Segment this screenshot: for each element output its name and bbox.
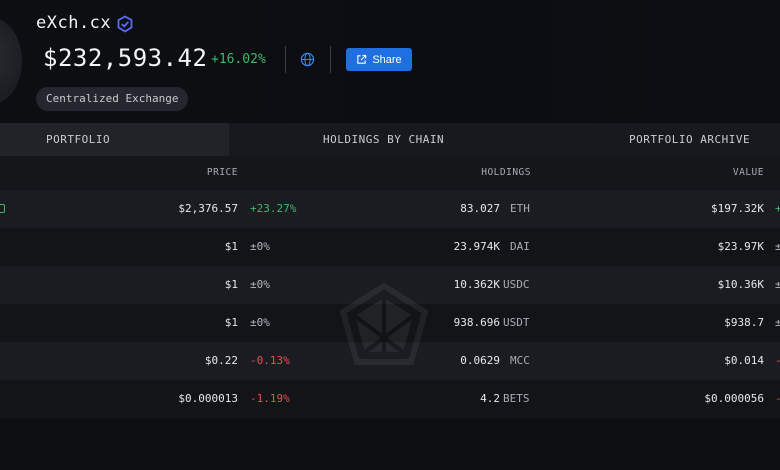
share-label: Share bbox=[372, 53, 402, 66]
share-icon bbox=[357, 54, 367, 64]
token-price-change: -0.13% bbox=[250, 354, 290, 367]
token-price-change: ±0% bbox=[250, 240, 270, 253]
token-price-change: +23.27% bbox=[250, 202, 297, 215]
watermark-logo-icon bbox=[339, 282, 429, 365]
value-change-edge: ± bbox=[775, 240, 780, 253]
token-price: $1 bbox=[224, 278, 238, 291]
token-symbol: ETH bbox=[510, 202, 530, 215]
value-change-edge: - bbox=[775, 380, 780, 418]
table-row[interactable]: $0.000013 -1.19% 4.2 BETS $0.000056 - bbox=[0, 380, 780, 418]
value-change-edge: + bbox=[775, 202, 780, 215]
token-price: $2,376.57 bbox=[178, 202, 238, 215]
token-value: $23.97K bbox=[717, 240, 764, 253]
token-amount: 938.696 bbox=[453, 316, 500, 329]
entity-type-tag[interactable]: Centralized Exchange bbox=[36, 87, 189, 111]
divider bbox=[285, 46, 286, 73]
value-change-edge: ± bbox=[775, 278, 780, 291]
table-row[interactable]: $0.22 -0.13% 0.0629 MCC $0.014 - bbox=[0, 342, 780, 380]
tab-portfolio[interactable]: PORTFOLIO bbox=[0, 123, 229, 156]
token-amount: 0.0629 bbox=[460, 354, 500, 367]
share-button[interactable]: Share bbox=[346, 48, 412, 71]
value-change-edge: ± bbox=[775, 316, 780, 329]
verified-badge-icon bbox=[117, 15, 133, 33]
token-amount: 23.974K bbox=[453, 240, 500, 253]
tab-holdings-by-chain[interactable]: HOLDINGS BY CHAIN bbox=[229, 123, 536, 156]
token-price-change: ±0% bbox=[250, 278, 270, 291]
table-footer-area bbox=[0, 418, 780, 470]
portfolio-value: $232,593.42 bbox=[43, 44, 208, 72]
token-value: $938.7 bbox=[724, 316, 764, 329]
token-icon bbox=[0, 204, 5, 213]
token-value: $0.014 bbox=[724, 354, 764, 367]
token-price: $1 bbox=[224, 316, 238, 329]
token-amount: 83.027 bbox=[460, 202, 500, 215]
tab-label: HOLDINGS BY CHAIN bbox=[323, 133, 445, 146]
value-change-edge: - bbox=[775, 342, 780, 380]
portfolio-change: +16.02% bbox=[211, 52, 266, 67]
token-price: $0.22 bbox=[204, 354, 238, 367]
table-row[interactable]: $1 ±0% 23.974K DAI $23.97K ± bbox=[0, 228, 780, 266]
token-price: $0.000013 bbox=[178, 392, 238, 405]
avatar bbox=[0, 18, 22, 104]
token-price-change: -1.19% bbox=[250, 392, 290, 405]
token-value: $0.000056 bbox=[704, 392, 764, 405]
tab-label: PORTFOLIO ARCHIVE bbox=[629, 133, 751, 146]
token-amount: 4.2 bbox=[480, 392, 500, 405]
table-header: PRICE HOLDINGS VALUE bbox=[0, 156, 780, 190]
globe-icon[interactable] bbox=[300, 52, 315, 67]
token-price-change: ±0% bbox=[250, 316, 270, 329]
entity-title: eXch.cx bbox=[36, 13, 112, 33]
table-row[interactable]: $1 ±0% 938.696 USDT $938.7 ± bbox=[0, 304, 780, 342]
table-row[interactable]: $2,376.57 +23.27% 83.027 ETH $197.32K + bbox=[0, 190, 780, 228]
column-header-value[interactable]: VALUE bbox=[732, 167, 764, 178]
token-value: $10.36K bbox=[717, 278, 764, 291]
token-symbol: USDT bbox=[503, 316, 530, 329]
tab-label: PORTFOLIO bbox=[46, 133, 111, 146]
token-price: $1 bbox=[224, 240, 238, 253]
column-header-price[interactable]: PRICE bbox=[206, 167, 238, 178]
token-symbol: BETS bbox=[503, 392, 530, 405]
table-row[interactable]: $1 ±0% 10.362K USDC $10.36K ± bbox=[0, 266, 780, 304]
tab-bar: PORTFOLIO HOLDINGS BY CHAIN PORTFOLIO AR… bbox=[0, 123, 780, 156]
token-symbol: USDC bbox=[503, 278, 530, 291]
tab-portfolio-archive[interactable]: PORTFOLIO ARCHIVE bbox=[536, 123, 780, 156]
token-amount: 10.362K bbox=[453, 278, 500, 291]
token-value: $197.32K bbox=[711, 202, 764, 215]
divider bbox=[330, 46, 331, 73]
column-header-holdings[interactable]: HOLDINGS bbox=[481, 167, 531, 178]
token-symbol: DAI bbox=[510, 240, 530, 253]
token-symbol: MCC bbox=[510, 354, 530, 367]
